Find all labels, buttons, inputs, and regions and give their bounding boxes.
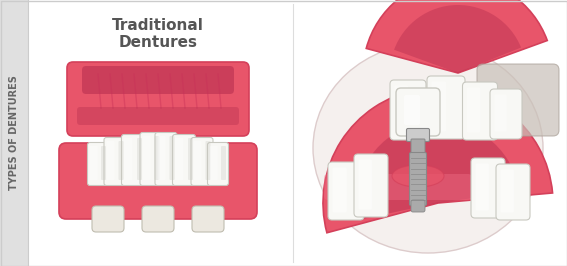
FancyBboxPatch shape (119, 141, 124, 180)
FancyBboxPatch shape (395, 85, 408, 132)
FancyBboxPatch shape (354, 154, 388, 217)
FancyBboxPatch shape (409, 152, 426, 206)
FancyBboxPatch shape (324, 174, 472, 200)
Wedge shape (356, 121, 519, 220)
Wedge shape (366, 0, 547, 73)
FancyBboxPatch shape (210, 146, 218, 180)
FancyBboxPatch shape (142, 206, 174, 232)
FancyBboxPatch shape (407, 128, 429, 142)
FancyBboxPatch shape (172, 135, 196, 185)
FancyBboxPatch shape (101, 146, 106, 180)
FancyBboxPatch shape (471, 158, 505, 218)
FancyBboxPatch shape (358, 160, 372, 210)
FancyBboxPatch shape (155, 132, 177, 185)
FancyBboxPatch shape (463, 82, 497, 140)
FancyBboxPatch shape (154, 136, 159, 180)
FancyBboxPatch shape (467, 88, 480, 132)
FancyBboxPatch shape (221, 146, 226, 180)
FancyBboxPatch shape (59, 143, 257, 219)
Bar (0, 0, 28, 266)
FancyBboxPatch shape (477, 64, 559, 136)
Ellipse shape (313, 43, 543, 253)
FancyBboxPatch shape (431, 81, 446, 131)
FancyBboxPatch shape (140, 132, 162, 185)
Text: TYPES OF DENTURES: TYPES OF DENTURES (9, 76, 19, 190)
FancyBboxPatch shape (142, 136, 150, 180)
FancyBboxPatch shape (90, 146, 98, 180)
FancyBboxPatch shape (476, 164, 489, 210)
FancyBboxPatch shape (92, 206, 124, 232)
FancyBboxPatch shape (205, 141, 210, 180)
Text: Dental
Implants: Dental Implants (391, 18, 466, 50)
FancyBboxPatch shape (104, 138, 126, 185)
FancyBboxPatch shape (137, 138, 142, 180)
Text: Traditional
Dentures: Traditional Dentures (112, 18, 204, 50)
FancyBboxPatch shape (390, 80, 426, 140)
FancyBboxPatch shape (121, 135, 145, 185)
FancyBboxPatch shape (82, 66, 234, 94)
FancyBboxPatch shape (87, 143, 108, 185)
FancyBboxPatch shape (490, 89, 522, 139)
Wedge shape (394, 5, 521, 73)
FancyBboxPatch shape (124, 138, 132, 180)
FancyBboxPatch shape (170, 136, 175, 180)
Ellipse shape (392, 165, 444, 187)
FancyBboxPatch shape (107, 141, 115, 180)
FancyBboxPatch shape (192, 206, 224, 232)
FancyBboxPatch shape (411, 200, 425, 212)
FancyBboxPatch shape (411, 139, 425, 155)
FancyBboxPatch shape (208, 143, 229, 185)
FancyBboxPatch shape (427, 76, 465, 139)
FancyBboxPatch shape (191, 138, 213, 185)
FancyBboxPatch shape (501, 169, 514, 213)
FancyBboxPatch shape (188, 138, 193, 180)
FancyBboxPatch shape (67, 62, 249, 136)
FancyBboxPatch shape (496, 164, 530, 220)
FancyBboxPatch shape (158, 136, 166, 180)
FancyBboxPatch shape (77, 107, 239, 125)
Wedge shape (323, 88, 553, 233)
Ellipse shape (93, 145, 223, 175)
FancyBboxPatch shape (175, 138, 183, 180)
FancyBboxPatch shape (404, 95, 420, 125)
FancyBboxPatch shape (328, 162, 364, 220)
FancyBboxPatch shape (396, 88, 440, 136)
FancyBboxPatch shape (494, 94, 507, 131)
FancyBboxPatch shape (332, 168, 346, 213)
FancyBboxPatch shape (193, 141, 201, 180)
